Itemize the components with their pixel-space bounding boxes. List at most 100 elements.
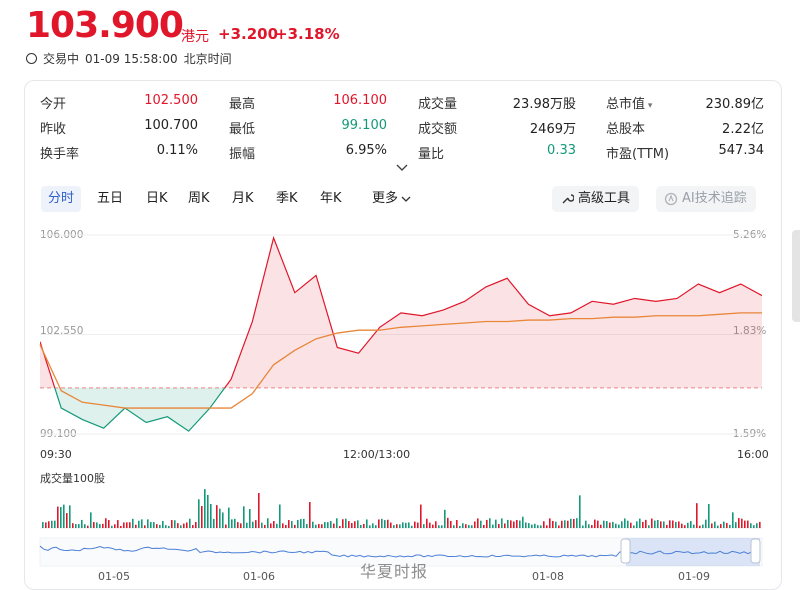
volume-bar — [153, 522, 155, 528]
volume-bar — [66, 513, 68, 528]
volume-bar — [216, 505, 218, 528]
volume-bar — [624, 518, 626, 528]
volume-bar — [423, 524, 425, 528]
volume-bar — [450, 521, 452, 528]
volume-bar — [222, 512, 224, 528]
volume-bar — [507, 520, 509, 528]
volume-bar — [324, 522, 326, 528]
volume-bar — [141, 519, 143, 528]
volume-bar — [57, 507, 59, 528]
volume-bar — [567, 521, 569, 528]
volume-bar — [444, 510, 446, 528]
volume-bar — [228, 508, 230, 528]
volume-bar — [747, 521, 749, 528]
volume-bar — [189, 519, 191, 528]
volume-bar — [711, 523, 713, 528]
navigator-date-3: 01-09 — [678, 570, 710, 583]
volume-bar — [531, 525, 533, 528]
volume-bar — [219, 509, 221, 528]
volume-bar — [81, 520, 83, 528]
volume-bar — [252, 522, 254, 528]
volume-bar — [540, 525, 542, 528]
volume-bar — [273, 521, 275, 528]
volume-bar — [669, 520, 671, 528]
volume-bar — [231, 519, 233, 528]
volume-bar — [360, 525, 362, 528]
volume-bar — [744, 521, 746, 528]
volume-bar — [369, 525, 371, 528]
volume-bar — [387, 520, 389, 528]
volume-bar — [207, 495, 209, 528]
volume-bar — [702, 525, 704, 528]
volume-bar — [87, 526, 89, 528]
volume-bar — [447, 518, 449, 528]
volume-bar — [681, 524, 683, 528]
side-panel-handle[interactable] — [792, 230, 800, 322]
volume-bar — [357, 520, 359, 528]
volume-bar — [84, 524, 86, 528]
volume-bar — [78, 524, 80, 528]
volume-bar — [336, 518, 338, 528]
volume-bar — [441, 525, 443, 528]
volume-bar — [333, 524, 335, 528]
volume-bar — [687, 523, 689, 528]
volume-bar — [372, 523, 374, 528]
volume-bar — [570, 519, 572, 528]
volume-bar — [432, 525, 434, 528]
volume-bar — [696, 503, 698, 528]
volume-bar — [348, 521, 350, 528]
volume-bar — [633, 525, 635, 528]
volume-bar — [537, 525, 539, 528]
volume-bar — [183, 524, 185, 528]
volume-bar — [243, 506, 245, 528]
volume-bar — [753, 525, 755, 528]
volume-bar — [45, 522, 47, 528]
volume-bar — [186, 522, 188, 528]
volume-bar — [282, 523, 284, 528]
volume-bar — [108, 520, 110, 528]
volume-bar — [420, 505, 422, 528]
volume-bar — [309, 502, 311, 528]
volume-bar — [246, 523, 248, 528]
volume-bar — [741, 519, 743, 528]
volume-bar — [684, 525, 686, 528]
volume-bar — [576, 518, 578, 528]
navigator-right-handle[interactable] — [751, 539, 760, 563]
volume-bar — [72, 523, 74, 528]
volume-bar — [327, 522, 329, 528]
volume-bar — [555, 522, 557, 528]
volume-bar — [234, 519, 236, 528]
volume-bar — [549, 518, 551, 528]
volume-bar — [162, 521, 164, 528]
volume-bar — [558, 525, 560, 528]
volume-bar — [645, 520, 647, 528]
volume-bar — [660, 521, 662, 528]
volume-bar — [213, 519, 215, 528]
volume-bar — [612, 522, 614, 528]
volume-bar — [399, 524, 401, 528]
volume-bar — [462, 523, 464, 528]
volume-bar — [477, 518, 479, 528]
volume-bar — [126, 522, 128, 528]
volume-bar — [123, 522, 125, 528]
volume-bar — [519, 521, 521, 528]
volume-bar — [105, 518, 107, 528]
volume-bar — [714, 522, 716, 528]
navigator-left-handle[interactable] — [621, 539, 630, 563]
volume-label: 成交量100股 — [40, 470, 105, 486]
volume-bar — [591, 525, 593, 528]
volume-bar — [693, 525, 695, 528]
volume-bar — [93, 522, 95, 528]
volume-bar — [267, 518, 269, 528]
volume-bar — [375, 525, 377, 528]
volume-bar — [174, 520, 176, 528]
volume-bar — [480, 521, 482, 528]
volume-bar — [651, 519, 653, 528]
volume-bar — [132, 519, 134, 528]
watermark: 华夏时报 — [360, 558, 428, 582]
volume-bar — [648, 525, 650, 528]
volume-bar — [291, 521, 293, 528]
volume-bar — [225, 525, 227, 528]
volume-bar — [129, 522, 131, 528]
